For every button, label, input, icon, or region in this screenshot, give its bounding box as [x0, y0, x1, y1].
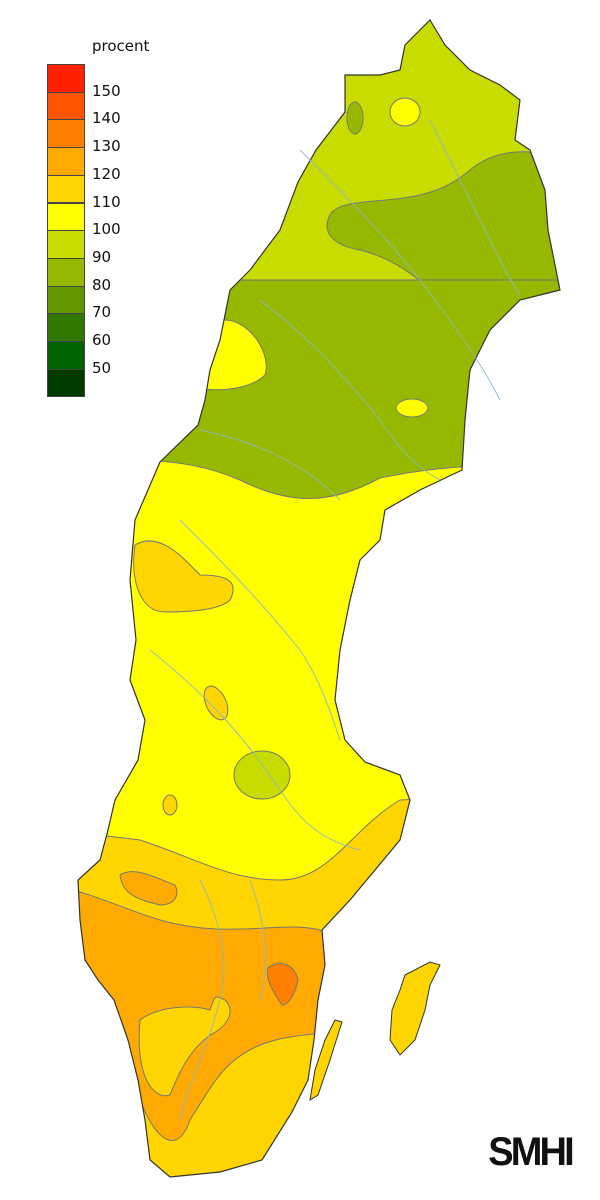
zone-90-100-patch	[233, 750, 291, 800]
legend-title: procent	[92, 37, 150, 55]
legend-label: 120	[92, 164, 121, 183]
legend-label: 130	[92, 137, 121, 156]
zone-80-90-small	[346, 101, 364, 135]
legend-swatch	[47, 257, 85, 287]
gotland-island	[389, 961, 441, 1056]
zone-110-120-small-a	[203, 685, 229, 721]
legend-label: 50	[92, 358, 112, 377]
legend-swatch	[47, 368, 85, 398]
legend-label: 70	[92, 303, 112, 322]
legend-label: 100	[92, 220, 121, 239]
legend-label: 60	[92, 331, 112, 349]
zone-130-140	[266, 962, 299, 1006]
zone-100-110-small-b	[395, 398, 429, 418]
zone-110-120-west	[133, 540, 234, 613]
oland-island	[309, 1019, 343, 1102]
legend-swatch	[47, 285, 85, 315]
rivers-and-lakes	[149, 119, 521, 1121]
legend-swatch	[47, 119, 85, 149]
legend-swatch	[47, 230, 85, 259]
legend-swatch	[47, 313, 85, 342]
smhi-logo: SMHI	[488, 1130, 574, 1174]
legend-swatch	[47, 91, 85, 121]
legend-label: 110	[92, 192, 121, 211]
zone-110-120-lens	[138, 996, 231, 1097]
zone-120-130-west	[119, 871, 178, 906]
legend-swatch	[47, 341, 85, 370]
legend-swatch	[47, 64, 85, 93]
legend-label: 150	[92, 81, 121, 100]
zone-110-120-small-b	[162, 794, 178, 816]
legend-swatch	[47, 147, 85, 176]
legend-label: 140	[92, 109, 121, 128]
legend-swatch	[47, 174, 85, 204]
legend-label: 80	[92, 275, 112, 294]
legend-label: 90	[92, 247, 112, 266]
legend-swatch	[47, 202, 85, 232]
zone-100-110-small-a	[389, 97, 421, 127]
